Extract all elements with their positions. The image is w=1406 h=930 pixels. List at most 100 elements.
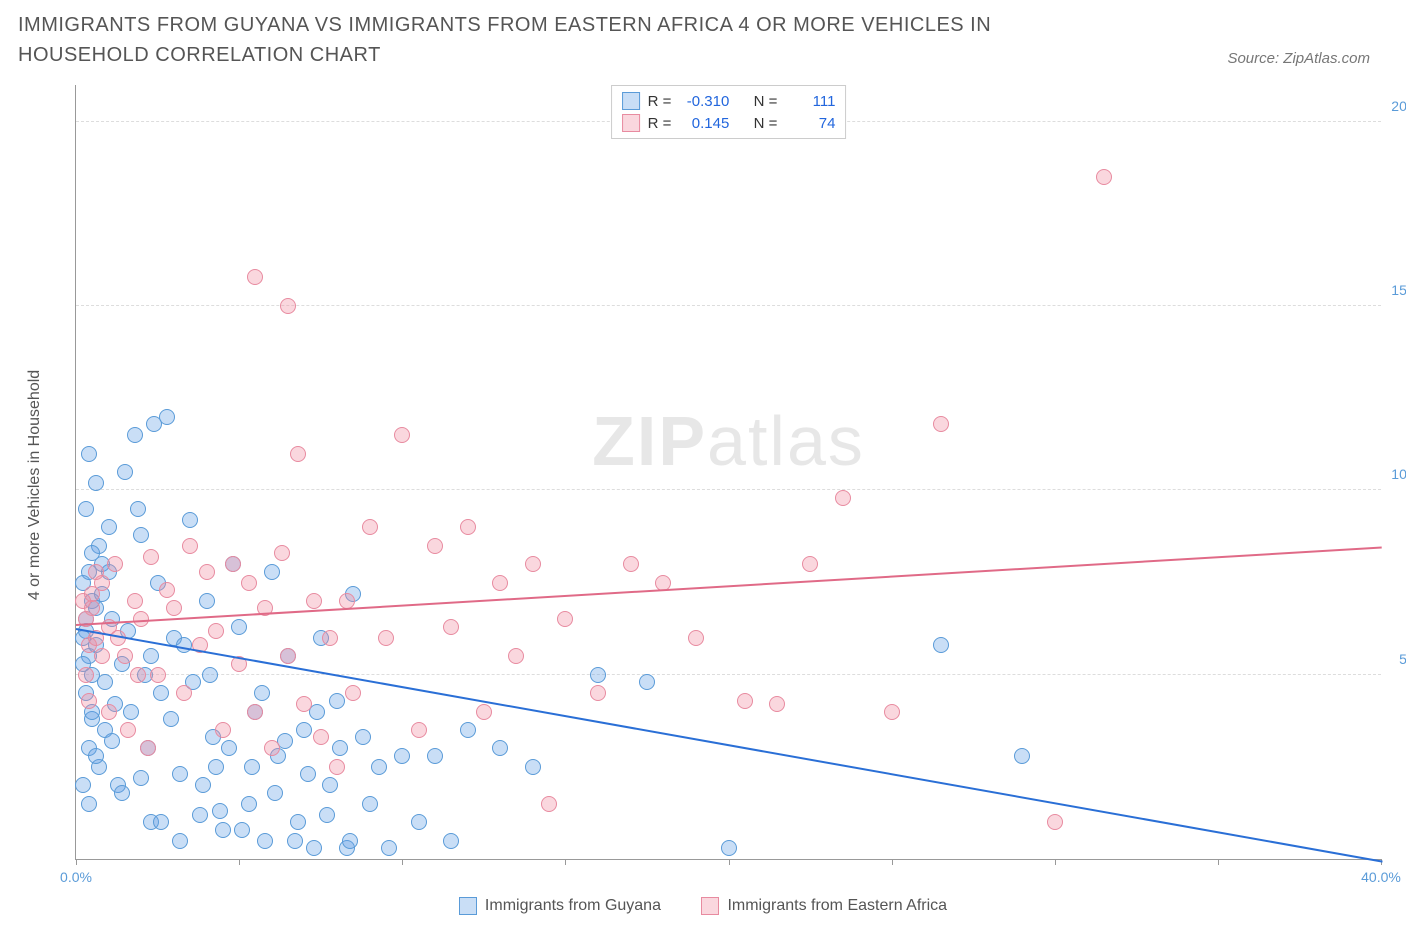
point-series-a [290, 814, 306, 830]
point-series-a [143, 648, 159, 664]
legend-item-series-b: Immigrants from Eastern Africa [701, 897, 947, 915]
stats-legend: R = -0.310 N = 111 R = 0.145 N = 74 [611, 85, 847, 139]
point-series-a [153, 814, 169, 830]
gridline [76, 674, 1381, 675]
point-series-b [329, 759, 345, 775]
point-series-a [88, 748, 104, 764]
point-series-b [884, 704, 900, 720]
y-tick-label: 20.0% [1386, 98, 1406, 114]
point-series-a [78, 501, 94, 517]
point-series-a [244, 759, 260, 775]
point-series-a [443, 833, 459, 849]
point-series-b [280, 648, 296, 664]
legend-item-series-a: Immigrants from Guyana [459, 897, 661, 915]
point-series-b [492, 575, 508, 591]
point-series-b [88, 564, 104, 580]
point-series-a [133, 770, 149, 786]
point-series-a [127, 427, 143, 443]
point-series-b [313, 729, 329, 745]
point-series-a [117, 464, 133, 480]
point-series-b [159, 582, 175, 598]
point-series-b [182, 538, 198, 554]
r-label-b: R = [648, 115, 672, 132]
point-series-a [300, 766, 316, 782]
point-series-b [280, 298, 296, 314]
y-tick-label: 10.0% [1386, 466, 1406, 482]
stats-row-series-a: R = -0.310 N = 111 [622, 90, 836, 112]
point-series-b [241, 575, 257, 591]
point-series-a [287, 833, 303, 849]
point-series-a [267, 785, 283, 801]
point-series-a [163, 711, 179, 727]
point-series-a [234, 822, 250, 838]
point-series-b [84, 600, 100, 616]
stats-row-series-b: R = 0.145 N = 74 [622, 112, 836, 134]
point-series-a [199, 593, 215, 609]
point-series-b [81, 693, 97, 709]
point-series-b [688, 630, 704, 646]
point-series-a [319, 807, 335, 823]
y-axis-label: 4 or more Vehicles in Household [26, 370, 44, 600]
point-series-a [427, 748, 443, 764]
point-series-b [476, 704, 492, 720]
n-label-b: N = [754, 115, 778, 132]
point-series-a [101, 519, 117, 535]
point-series-b [835, 490, 851, 506]
point-series-a [130, 501, 146, 517]
watermark: ZIPatlas [592, 401, 865, 481]
point-series-a [133, 527, 149, 543]
point-series-b [130, 667, 146, 683]
point-series-b [306, 593, 322, 609]
point-series-a [114, 785, 130, 801]
point-series-b [394, 427, 410, 443]
x-tick [239, 859, 240, 865]
x-tick [1218, 859, 1219, 865]
x-tick [76, 859, 77, 865]
point-series-a [332, 740, 348, 756]
point-series-a [257, 833, 273, 849]
point-series-a [84, 545, 100, 561]
point-series-b [176, 685, 192, 701]
point-series-b [140, 740, 156, 756]
swatch-series-b [622, 114, 640, 132]
point-series-b [101, 704, 117, 720]
point-series-a [81, 446, 97, 462]
point-series-a [525, 759, 541, 775]
point-series-a [933, 637, 949, 653]
point-series-b [296, 696, 312, 712]
point-series-b [411, 722, 427, 738]
point-series-a [192, 807, 208, 823]
point-series-b [199, 564, 215, 580]
point-series-a [411, 814, 427, 830]
point-series-a [296, 722, 312, 738]
point-series-a [590, 667, 606, 683]
point-series-b [274, 545, 290, 561]
point-series-a [146, 416, 162, 432]
chart-area: 4 or more Vehicles in Household ZIPatlas… [55, 85, 1381, 885]
point-series-b [525, 556, 541, 572]
point-series-a [322, 777, 338, 793]
point-series-a [172, 766, 188, 782]
point-series-a [254, 685, 270, 701]
x-tick [729, 859, 730, 865]
point-series-a [172, 833, 188, 849]
point-series-a [639, 674, 655, 690]
point-series-a [241, 796, 257, 812]
point-series-a [362, 796, 378, 812]
point-series-b [802, 556, 818, 572]
point-series-a [221, 740, 237, 756]
n-value-b: 74 [785, 115, 835, 132]
point-series-a [208, 759, 224, 775]
point-series-a [306, 840, 322, 856]
point-series-a [182, 512, 198, 528]
point-series-a [460, 722, 476, 738]
n-label-a: N = [754, 93, 778, 110]
chart-title: IMMIGRANTS FROM GUYANA VS IMMIGRANTS FRO… [18, 10, 1118, 70]
x-tick [565, 859, 566, 865]
point-series-a [264, 564, 280, 580]
point-series-b [737, 693, 753, 709]
x-tick [892, 859, 893, 865]
point-series-b [94, 648, 110, 664]
point-series-b [541, 796, 557, 812]
point-series-b [460, 519, 476, 535]
